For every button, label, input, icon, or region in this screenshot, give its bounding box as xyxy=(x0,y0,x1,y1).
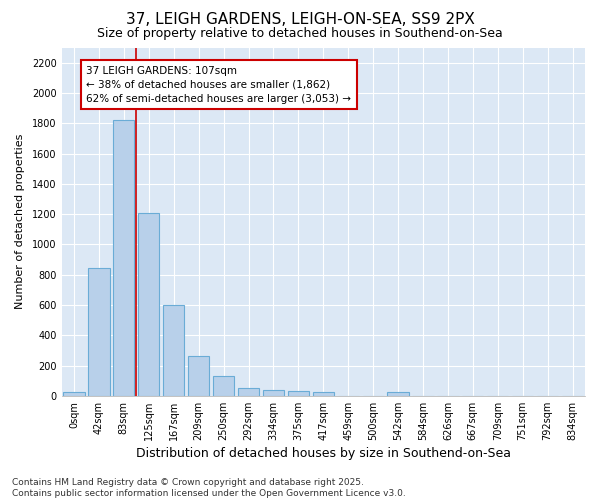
Bar xyxy=(163,305,184,396)
Y-axis label: Number of detached properties: Number of detached properties xyxy=(15,134,25,310)
Text: 37 LEIGH GARDENS: 107sqm
← 38% of detached houses are smaller (1,862)
62% of sem: 37 LEIGH GARDENS: 107sqm ← 38% of detach… xyxy=(86,66,352,104)
Bar xyxy=(213,376,234,396)
Bar xyxy=(88,268,110,396)
Bar xyxy=(313,392,334,396)
Bar xyxy=(113,120,134,396)
Text: Contains HM Land Registry data © Crown copyright and database right 2025.
Contai: Contains HM Land Registry data © Crown c… xyxy=(12,478,406,498)
Bar xyxy=(64,392,85,396)
Bar xyxy=(263,390,284,396)
Text: Size of property relative to detached houses in Southend-on-Sea: Size of property relative to detached ho… xyxy=(97,28,503,40)
Bar xyxy=(188,356,209,396)
X-axis label: Distribution of detached houses by size in Southend-on-Sea: Distribution of detached houses by size … xyxy=(136,447,511,460)
Text: 37, LEIGH GARDENS, LEIGH-ON-SEA, SS9 2PX: 37, LEIGH GARDENS, LEIGH-ON-SEA, SS9 2PX xyxy=(125,12,475,28)
Bar xyxy=(138,212,160,396)
Bar xyxy=(388,392,409,396)
Bar xyxy=(238,388,259,396)
Bar xyxy=(288,391,309,396)
